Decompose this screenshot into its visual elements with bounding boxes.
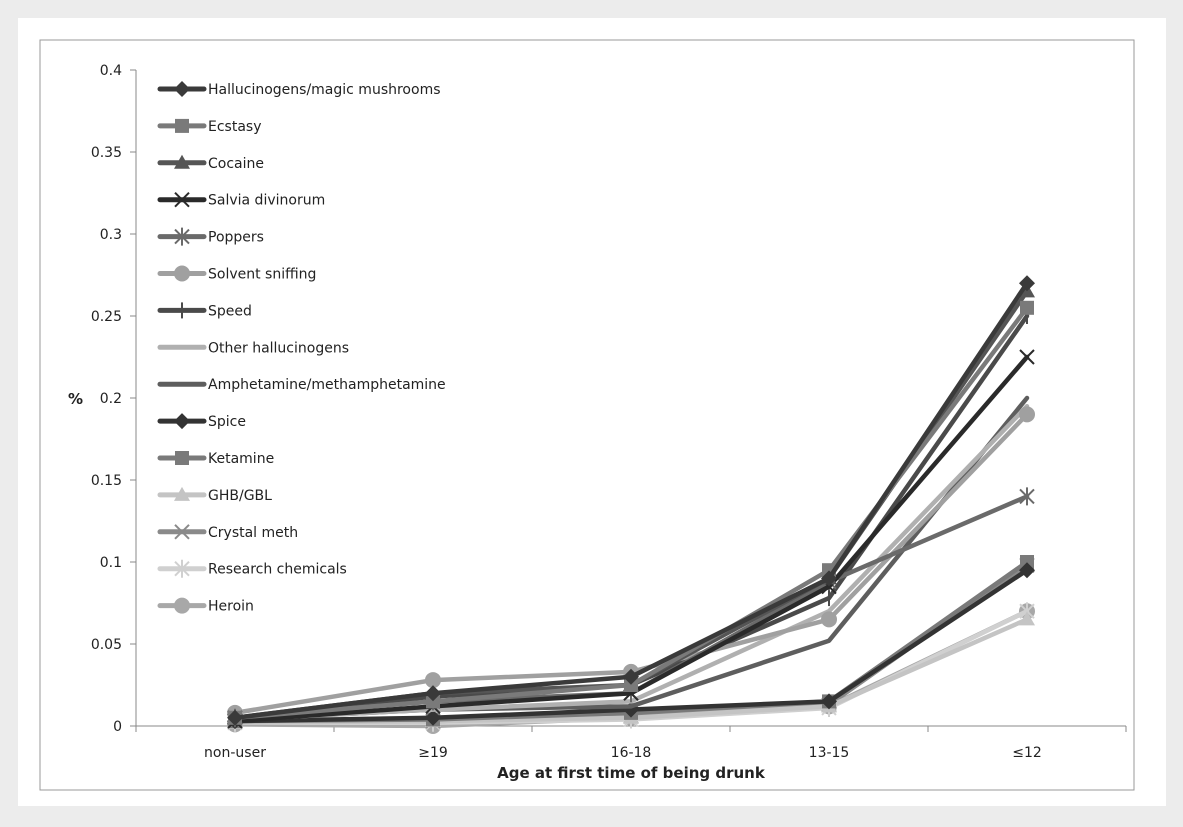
legend-label: Other hallucinogens: [208, 340, 349, 356]
legend-marker: [174, 559, 190, 578]
data-point: [821, 611, 837, 628]
legend-marker: [174, 486, 190, 501]
legend-label: Salvia divinorum: [208, 193, 325, 209]
legend-label: Ketamine: [208, 451, 274, 467]
legend-item: Spice: [157, 413, 246, 430]
legend-marker: [174, 227, 190, 246]
data-point: [1019, 487, 1035, 506]
legend-marker: [175, 118, 189, 133]
legend: Hallucinogens/magic mushrooms Ecstasy Coca…: [157, 81, 446, 615]
legend-item: Amphetamine/methamphetamine: [157, 377, 446, 393]
y-tick-label: 0.1: [100, 555, 122, 571]
y-tick-label: 0.15: [91, 473, 122, 489]
y-tick-label: 0.2: [100, 391, 122, 407]
series-1: [227, 275, 1035, 726]
legend-item: Salvia divinorum: [157, 191, 325, 209]
x-tick-label: 16-18: [611, 745, 652, 761]
legend-label: Spice: [208, 414, 246, 430]
data-point: [1019, 562, 1035, 579]
data-point: [1020, 555, 1034, 569]
y-tick-label: 0.3: [100, 227, 122, 243]
chart-frame: [39, 39, 1135, 791]
y-tick-label: 0: [113, 719, 122, 735]
data-point: [624, 678, 638, 692]
data-point: [425, 709, 441, 726]
legend-marker: [174, 191, 190, 208]
x-tick-label: ≥19: [418, 745, 448, 761]
data-point: [1020, 300, 1034, 315]
data-point: [1019, 275, 1035, 292]
data-point: [1019, 406, 1035, 423]
legend-marker: [174, 265, 190, 282]
legend-item: Solvent sniffing: [157, 265, 316, 283]
legend-label: Poppers: [208, 230, 264, 246]
data-point: [426, 694, 440, 709]
x-axis-title: Age at first time of being drunk: [497, 764, 766, 782]
data-point: [821, 693, 837, 710]
data-point: [227, 709, 243, 726]
legend-label: Speed: [208, 303, 252, 319]
series-layer: [227, 275, 1035, 734]
legend-item: Poppers: [157, 227, 264, 246]
x-tick-label: ≤12: [1012, 745, 1042, 761]
data-point: [1019, 349, 1035, 365]
legend-label: GHB/GBL: [208, 488, 272, 504]
legend-label: Crystal meth: [208, 525, 298, 541]
legend-label: Solvent sniffing: [208, 267, 316, 283]
legend-label: Research chemicals: [208, 562, 347, 578]
y-tick-label: 0.4: [100, 63, 122, 79]
data-point: [821, 570, 837, 587]
legend-label: Heroin: [208, 599, 254, 615]
legend-label: Amphetamine/methamphetamine: [208, 377, 446, 393]
data-point: [425, 685, 441, 702]
data-point: [425, 672, 441, 689]
legend-label: Hallucinogens/magic mushrooms: [208, 82, 441, 98]
legend-label: Cocaine: [208, 156, 264, 172]
legend-item: Other hallucinogens: [157, 340, 349, 356]
legend-marker: [174, 413, 190, 430]
y-axis-title: %: [68, 390, 83, 408]
x-tick-label: 13-15: [809, 745, 850, 761]
legend-marker: [174, 524, 190, 540]
legend-item: GHB/GBL: [157, 486, 272, 504]
legend-item: Heroin: [157, 597, 254, 615]
data-point: [1019, 611, 1035, 626]
legend-item: Ecstasy: [157, 118, 261, 135]
legend-item: Cocaine: [157, 154, 264, 172]
legend-marker: [175, 451, 189, 465]
legend-marker: [174, 154, 190, 169]
legend-item: Research chemicals: [157, 559, 347, 578]
data-point: [623, 668, 639, 685]
x-tick-label: non-user: [204, 745, 266, 761]
legend-item: Speed: [157, 302, 252, 319]
legend-marker: [174, 81, 190, 97]
legend-marker: [174, 597, 190, 614]
y-tick-label: 0.35: [91, 145, 122, 161]
legend-item: Ketamine: [157, 451, 274, 467]
legend-item: Hallucinogens/magic mushrooms: [157, 81, 441, 98]
legend-label: Ecstasy: [208, 119, 261, 135]
legend-item: Crystal meth: [157, 524, 298, 541]
y-tick-label: 0.25: [91, 309, 122, 325]
y-tick-label: 0.05: [91, 637, 122, 653]
